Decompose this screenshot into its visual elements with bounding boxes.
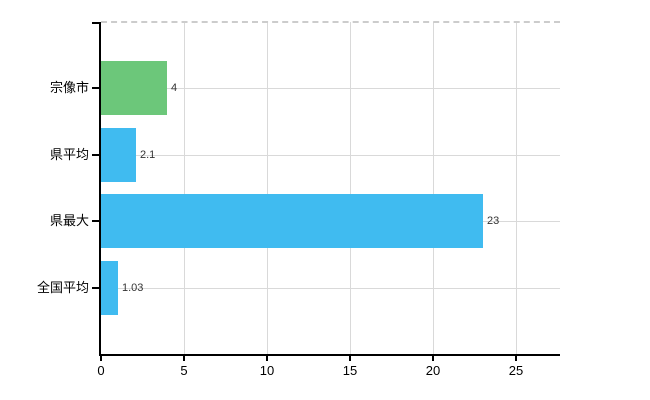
x-axis-tick <box>100 356 102 361</box>
bar <box>101 61 167 115</box>
category-label: 宗像市 <box>49 80 89 95</box>
y-axis-tick <box>92 287 99 289</box>
bar-value-label: 4 <box>171 82 178 94</box>
x-tick-label: 5 <box>180 363 188 378</box>
x-axis-tick <box>515 356 517 361</box>
gridline-horizontal <box>101 155 560 156</box>
bar-value-label: 23 <box>487 215 500 227</box>
y-axis-tick <box>92 154 99 156</box>
x-tick-label: 15 <box>342 363 358 378</box>
bar <box>101 261 118 315</box>
y-axis-tick <box>92 220 99 222</box>
x-tick-label: 25 <box>508 363 524 378</box>
bar-value-label: 2.1 <box>140 149 156 161</box>
gridline-vertical <box>267 22 268 354</box>
x-axis-tick <box>349 356 351 361</box>
gridline-vertical <box>516 22 517 354</box>
x-tick-label: 10 <box>259 363 275 378</box>
y-axis-line <box>99 22 101 356</box>
bar <box>101 128 136 182</box>
x-tick-label: 20 <box>425 363 441 378</box>
bar <box>101 194 483 248</box>
y-axis-tick <box>92 22 99 24</box>
x-axis-line <box>99 354 560 356</box>
plot-top-border <box>101 21 560 23</box>
gridline-horizontal <box>101 288 560 289</box>
x-axis-tick <box>183 356 185 361</box>
y-axis-tick <box>92 87 99 89</box>
gridline-vertical <box>433 22 434 354</box>
category-label: 全国平均 <box>36 280 89 295</box>
x-axis-tick <box>266 356 268 361</box>
x-tick-label: 0 <box>97 363 105 378</box>
gridline-horizontal <box>101 88 560 89</box>
x-axis-tick <box>432 356 434 361</box>
bar-value-label: 1.03 <box>122 282 144 294</box>
gridline-vertical <box>350 22 351 354</box>
category-label: 県平均 <box>49 147 89 162</box>
gridline-vertical <box>184 22 185 354</box>
category-label: 県最大 <box>49 213 89 228</box>
